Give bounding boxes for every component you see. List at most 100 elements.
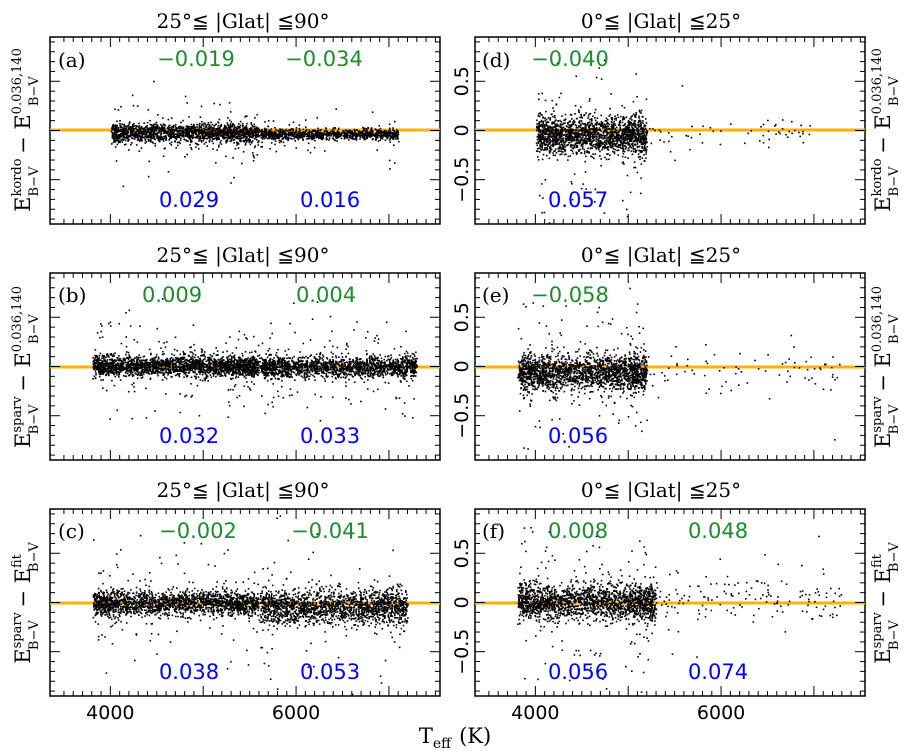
data-point — [382, 136, 384, 138]
data-point — [154, 145, 157, 147]
data-point — [541, 211, 543, 214]
data-point — [556, 159, 559, 161]
data-point — [182, 127, 185, 130]
data-point — [376, 133, 378, 136]
data-point — [621, 142, 624, 145]
data-point — [616, 142, 619, 144]
data-point — [389, 127, 391, 130]
data-point — [747, 132, 749, 135]
data-point — [639, 141, 642, 143]
data-point — [562, 144, 564, 147]
data-point — [541, 145, 543, 148]
data-point — [617, 134, 619, 136]
data-point — [251, 129, 253, 131]
data-point — [370, 131, 373, 133]
data-point — [623, 163, 625, 165]
data-point — [362, 127, 365, 130]
data-point — [750, 130, 752, 132]
data-point — [550, 136, 552, 138]
data-point — [590, 127, 593, 130]
data-point — [561, 135, 563, 138]
data-point — [633, 125, 636, 127]
data-point — [610, 132, 612, 134]
data-point — [300, 132, 303, 134]
data-point — [574, 135, 576, 138]
data-point — [605, 146, 608, 149]
data-point — [335, 108, 337, 110]
data-point — [205, 377, 208, 379]
data-point — [593, 157, 595, 160]
data-point — [546, 128, 549, 131]
data-point — [376, 134, 379, 137]
data-point — [541, 114, 543, 116]
panel-d: 0°≦ |Glat| ≦25° (d) −0.040 0.057 — [474, 9, 866, 225]
data-point — [206, 137, 208, 140]
data-point — [144, 139, 147, 142]
data-point — [602, 134, 605, 137]
data-point — [386, 132, 388, 134]
data-point — [271, 136, 274, 138]
data-point — [645, 134, 648, 136]
data-point — [207, 136, 210, 138]
data-point — [160, 133, 163, 135]
data-point — [645, 151, 648, 153]
data-point — [632, 124, 634, 126]
data-point — [212, 135, 215, 137]
data-point — [634, 148, 636, 150]
data-point — [278, 137, 281, 139]
data-point — [588, 138, 590, 141]
data-point — [580, 129, 583, 132]
data-point — [131, 134, 134, 136]
data-point — [568, 131, 570, 133]
data-point — [383, 130, 386, 133]
data-point — [634, 114, 636, 116]
data-point — [230, 124, 232, 126]
data-point — [597, 142, 599, 144]
data-point — [143, 130, 145, 133]
data-point — [611, 121, 613, 124]
data-point — [609, 128, 612, 130]
data-point — [165, 135, 167, 137]
data-point — [200, 105, 203, 108]
data-point — [615, 140, 617, 142]
data-point — [595, 148, 598, 150]
data-point — [562, 139, 565, 142]
data-point — [598, 122, 601, 125]
data-point — [615, 133, 618, 136]
data-point — [146, 136, 148, 138]
data-point — [148, 160, 151, 163]
data-point — [614, 144, 617, 146]
data-point — [545, 130, 547, 132]
data-point — [572, 132, 574, 135]
data-point — [630, 116, 633, 118]
data-point — [547, 126, 549, 128]
data-point — [603, 212, 606, 214]
data-point — [314, 131, 317, 133]
data-point — [548, 135, 550, 138]
data-point — [190, 135, 193, 137]
data-point — [302, 139, 304, 141]
data-point — [631, 126, 633, 129]
data-point — [628, 122, 630, 125]
data-point — [611, 123, 613, 126]
data-point — [597, 138, 600, 141]
data-point — [545, 140, 548, 143]
data-point — [260, 137, 263, 139]
data-point — [600, 133, 602, 136]
data-point — [138, 127, 141, 130]
data-point — [196, 143, 198, 145]
data-point — [619, 129, 622, 131]
data-point — [581, 134, 583, 137]
data-point — [281, 128, 283, 131]
data-point — [639, 120, 642, 122]
data-point — [624, 123, 626, 125]
data-point — [604, 147, 606, 150]
data-point — [240, 137, 242, 140]
data-point — [186, 102, 188, 104]
data-point — [220, 140, 222, 142]
data-point — [594, 134, 596, 136]
data-point — [205, 129, 208, 131]
data-point — [544, 148, 546, 150]
data-point — [591, 128, 594, 131]
data-point — [568, 139, 570, 141]
